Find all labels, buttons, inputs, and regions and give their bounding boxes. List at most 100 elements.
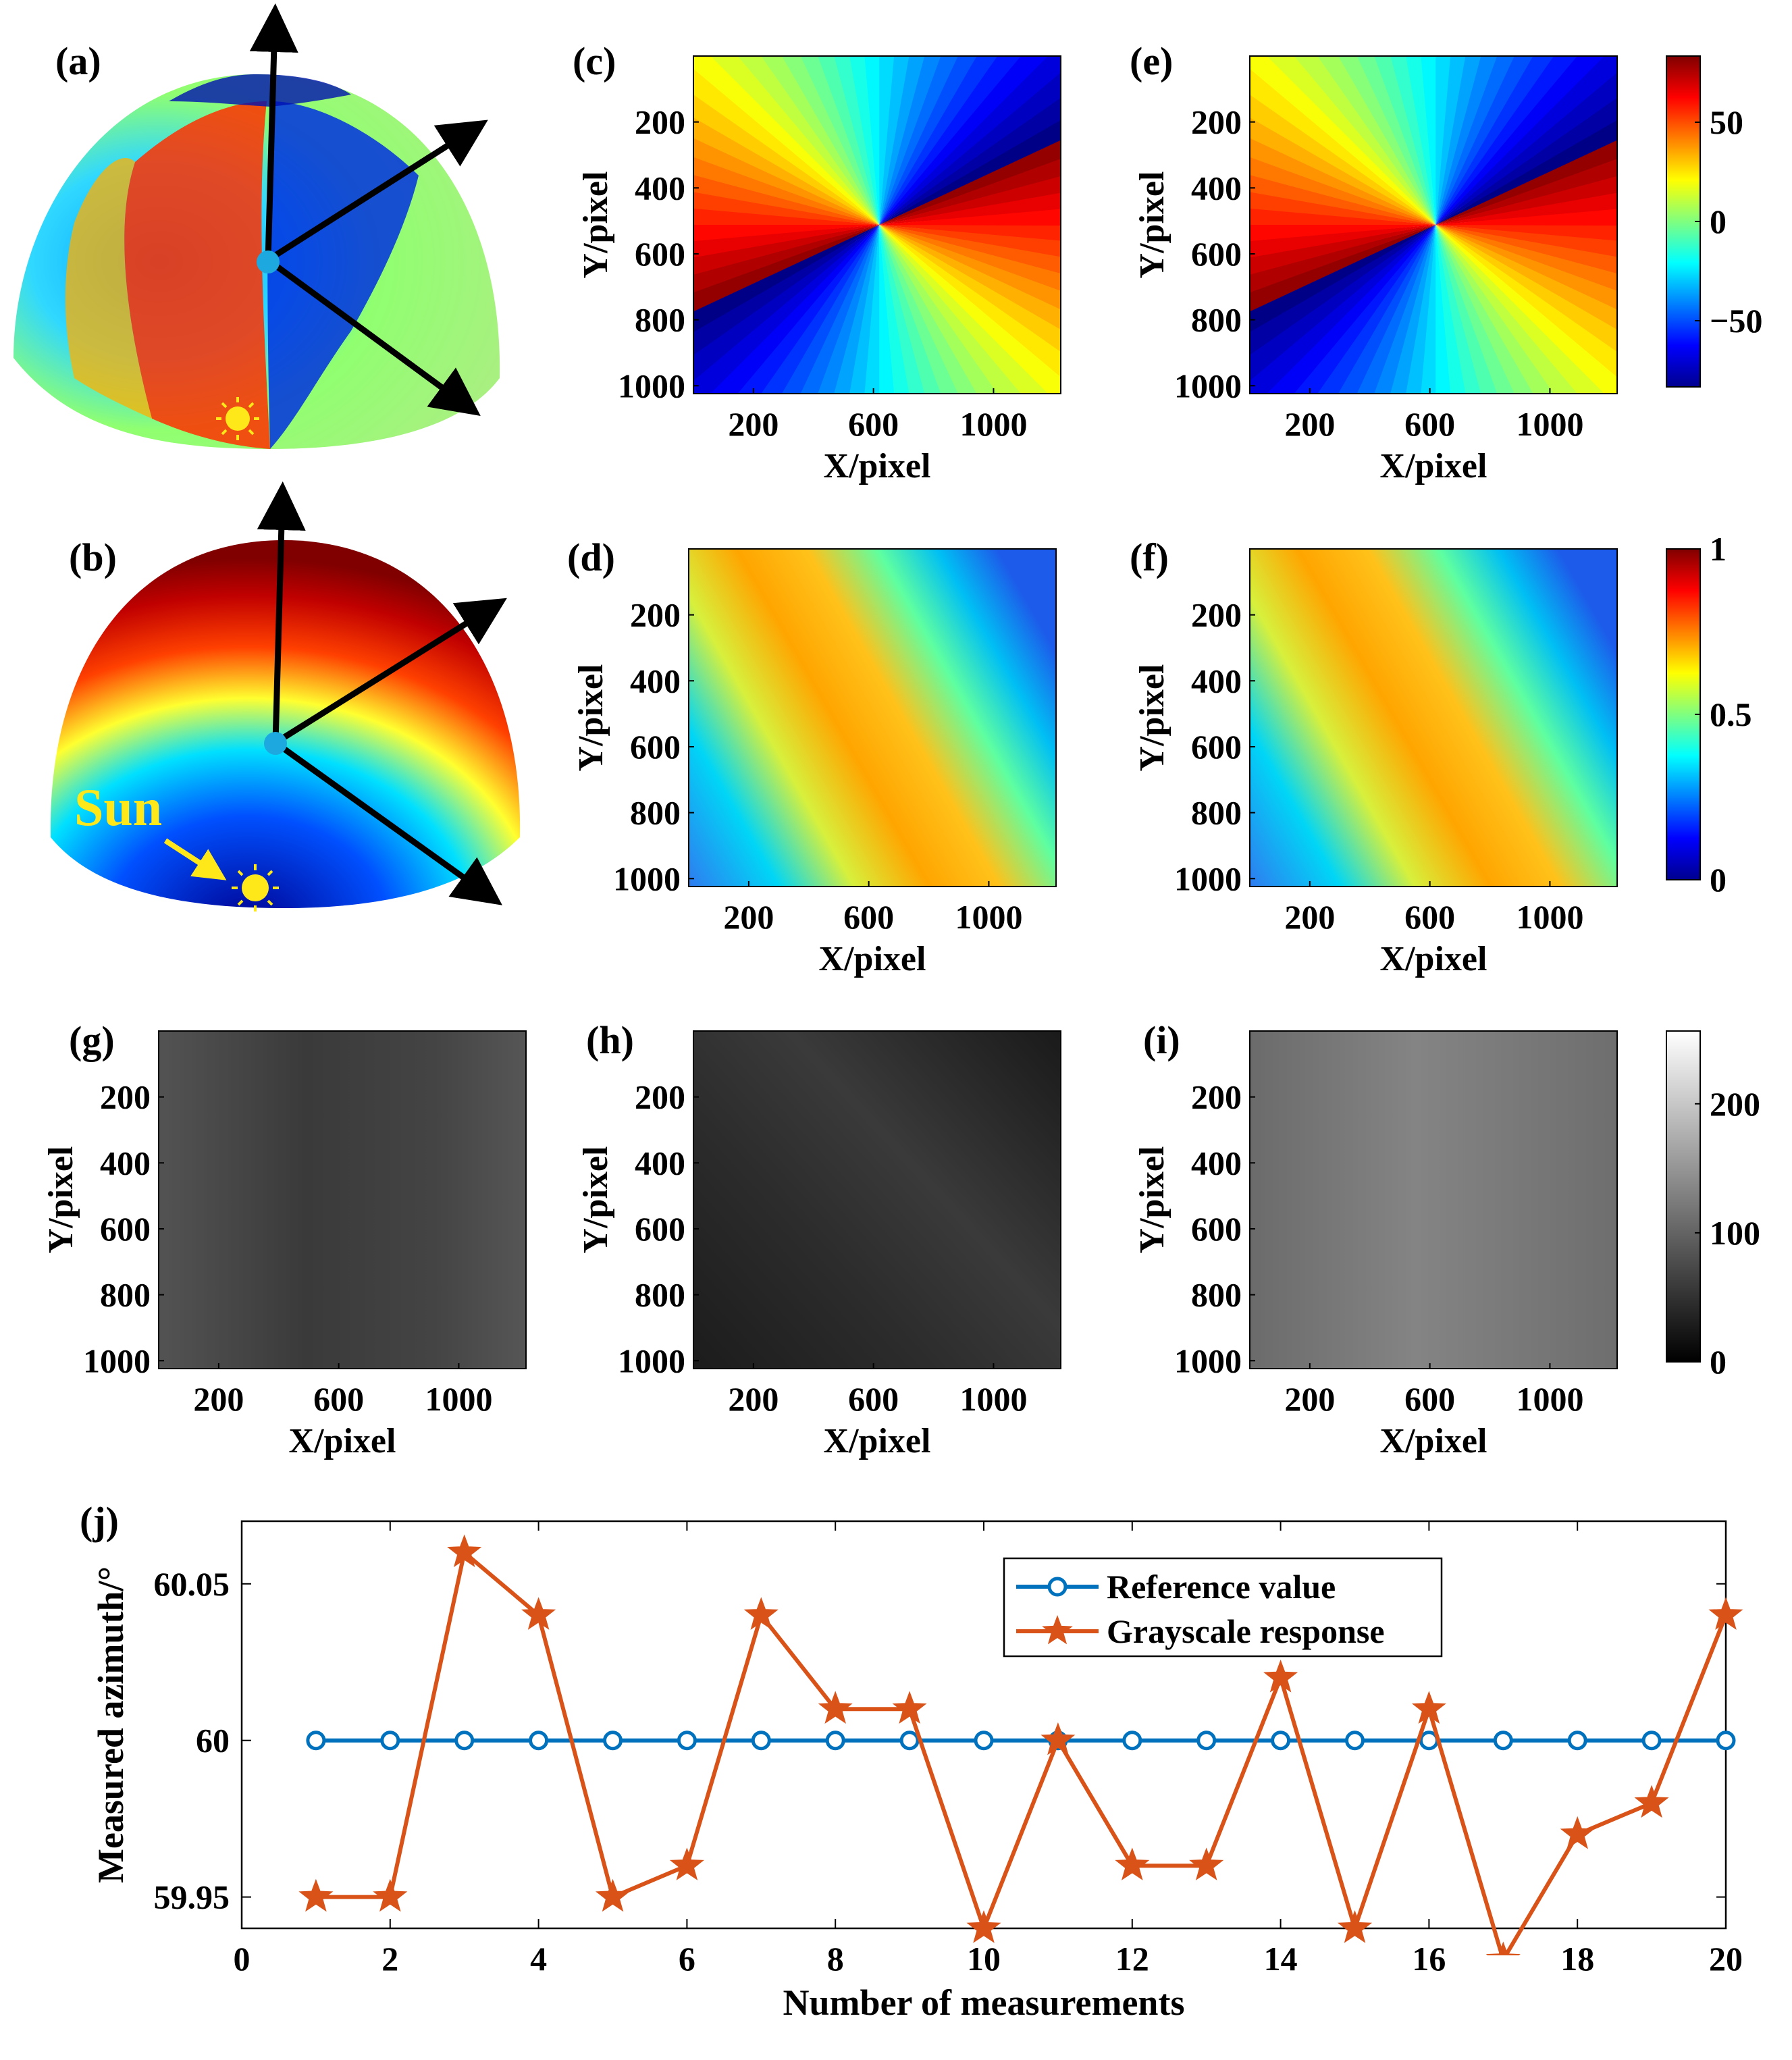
- panel-label-i: (i): [1143, 1018, 1180, 1062]
- aop-sector-e: [1435, 225, 1617, 394]
- frame-f: [1249, 548, 1618, 887]
- origin-dot-b: [264, 732, 287, 755]
- aop-sector-e: [1435, 56, 1617, 225]
- point-1-4: [595, 1878, 631, 1912]
- aop-sector-c: [864, 225, 880, 394]
- aop-sector-c: [693, 225, 880, 355]
- ytick-label-i-3: 800: [1191, 1276, 1242, 1314]
- point-1-3: [521, 1597, 556, 1630]
- aop-sector-e: [1405, 225, 1436, 394]
- xlabel-h: X/pixel: [824, 1422, 931, 1460]
- ytick-label-d-4: 1000: [613, 860, 681, 897]
- aop-sector-e: [1435, 225, 1617, 242]
- plot-area: [240, 1520, 1727, 1930]
- xtick-label-h-0: 200: [728, 1380, 779, 1418]
- xlabel-e: X/pixel: [1380, 447, 1487, 485]
- x-tick-label-10: 20: [1709, 1940, 1743, 1978]
- point-0-19: [1716, 1731, 1736, 1751]
- x-tick-label-5: 10: [967, 1940, 1001, 1978]
- point-1-10: [1040, 1722, 1076, 1755]
- ytick-label-h-2: 600: [635, 1210, 685, 1248]
- colorbar-label-dop-0: 1: [1710, 530, 1727, 568]
- point-0-5: [677, 1731, 697, 1751]
- xtick-label-d-1: 600: [843, 898, 894, 936]
- arrow-down-a: [266, 257, 481, 416]
- aop-sector-c: [693, 223, 880, 242]
- aop-sector-c: [879, 225, 1049, 394]
- point-0-18: [1641, 1731, 1662, 1751]
- y-tick-label-1: 60: [196, 1722, 230, 1760]
- xtick-label-i-0: 200: [1284, 1380, 1335, 1418]
- aop-sector-c: [693, 225, 880, 275]
- point-0-14: [1345, 1731, 1365, 1751]
- arrow-up-b: [257, 481, 306, 743]
- frame-i: [1249, 1030, 1618, 1369]
- ylabel-i: Y/pixel: [1133, 1146, 1171, 1254]
- point-1-6: [743, 1597, 779, 1630]
- arrow-up-a: [249, 3, 298, 261]
- ytick-label-c-4: 1000: [618, 367, 685, 404]
- ylabel-e: Y/pixel: [1133, 171, 1171, 279]
- gray-field-i: [1250, 1031, 1617, 1369]
- point-0-16: [1493, 1731, 1513, 1751]
- aop-sector-e: [1435, 225, 1605, 394]
- sun-icon: [216, 397, 259, 440]
- aop-sector-e: [1250, 225, 1436, 312]
- x-tick-label-2: 4: [530, 1940, 547, 1978]
- colorbar-label-aop-0: 50: [1710, 103, 1743, 141]
- ylabel-c: Y/pixel: [577, 171, 615, 279]
- aop-sector-e: [1250, 225, 1436, 293]
- aop-sector-e: [1250, 223, 1436, 242]
- aop-sector-c: [693, 225, 880, 332]
- panel-label-b: (b): [69, 535, 117, 579]
- frame-d: [688, 548, 1057, 887]
- y-tick-label-2: 59.95: [154, 1878, 230, 1916]
- aop-sector-c: [879, 225, 998, 394]
- aop-sector-e: [1250, 225, 1436, 394]
- aop-sector-e: [1435, 225, 1514, 394]
- ytick-label-i-0: 200: [1191, 1078, 1242, 1116]
- x-tick-label-6: 12: [1115, 1940, 1149, 1978]
- x-tick-label-3: 6: [679, 1940, 695, 1978]
- colorbar-label-dop-2: 0: [1710, 861, 1727, 899]
- ytick-label-g-1: 400: [100, 1144, 151, 1182]
- panel-i: 200 600 1000 200 400 600 800 1000 X/pixel Y/pixel: [1133, 1030, 1618, 1460]
- dome-aop-top-cap: [169, 74, 351, 107]
- image-e: [1250, 56, 1617, 394]
- xlabel-c: X/pixel: [824, 447, 931, 485]
- colorbar-label-dop-1: 0.5: [1710, 695, 1752, 733]
- ytick-label-d-2: 600: [630, 728, 681, 766]
- frame-h: [693, 1030, 1061, 1369]
- ytick-label-c-2: 600: [635, 235, 685, 273]
- aop-sector-c: [879, 225, 1061, 258]
- point-1-16: [1485, 1941, 1521, 1955]
- aop-sector-e: [1435, 225, 1466, 394]
- ytick-label-h-1: 400: [635, 1144, 685, 1182]
- aop-sector-e: [1435, 225, 1578, 394]
- point-1-13: [1263, 1660, 1298, 1693]
- sun-label: Sun: [74, 778, 162, 837]
- point-1-2: [447, 1534, 482, 1568]
- point-0-3: [529, 1731, 549, 1751]
- xlabel-i: X/pixel: [1380, 1422, 1487, 1460]
- colorbar-fill-dop: [1666, 548, 1701, 880]
- xlabel-d: X/pixel: [819, 940, 926, 978]
- image-h: [693, 1031, 1061, 1369]
- legend-marker-1: [1042, 1615, 1073, 1645]
- ytick-label-d-0: 200: [630, 596, 681, 634]
- arrow-down-b: [273, 740, 502, 905]
- point-0-8: [899, 1731, 920, 1751]
- ytick-label-i-2: 600: [1191, 1210, 1242, 1248]
- point-0-13: [1271, 1731, 1291, 1751]
- sun-icon-b: [232, 864, 279, 912]
- frame-c: [693, 55, 1061, 394]
- ylabel-h: Y/pixel: [577, 1146, 615, 1254]
- aop-sector-e: [1250, 225, 1436, 332]
- aop-sector-c: [879, 225, 925, 394]
- dop-field-d: [689, 549, 1056, 887]
- legend: Reference value Grayscale response: [1003, 1557, 1443, 1658]
- ytick-label-f-3: 800: [1191, 794, 1242, 832]
- ytick-label-d-1: 400: [630, 662, 681, 699]
- ytick-label-f-2: 600: [1191, 728, 1242, 766]
- arrow-right-a: [266, 120, 488, 263]
